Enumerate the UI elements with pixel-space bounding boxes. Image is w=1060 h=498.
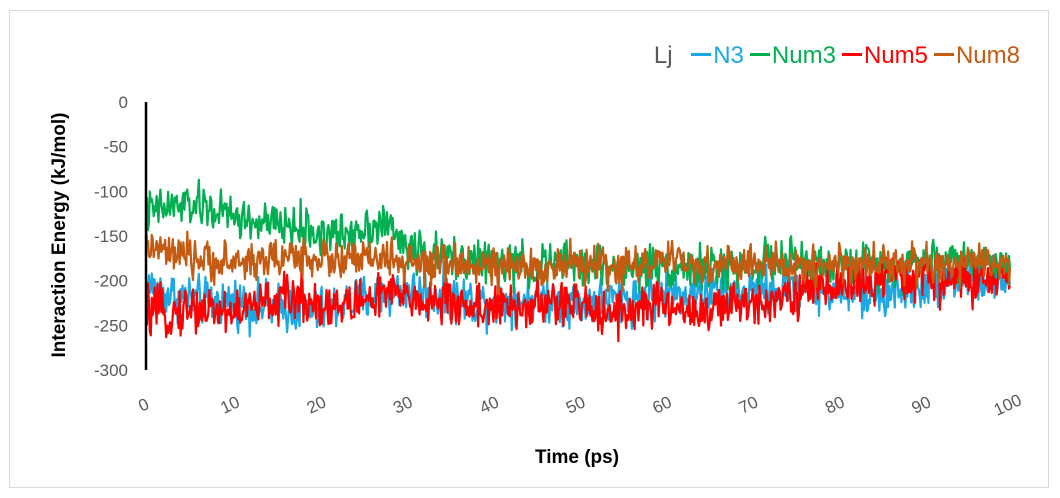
legend-label: Num5 [863,42,928,69]
x-tick-labels: 0 10 20 30 40 50 60 70 80 90 100 [135,390,1024,419]
y-tick-labels: 0 -50 -100 -150 -200 -250 -300 [94,93,128,380]
series-line-num5 [144,255,1012,343]
y-axis-title: Interaction Energy (kJ/mol) [49,113,70,358]
x-tick-label: 60 [649,392,674,417]
x-tick-label: 30 [390,392,415,417]
legend-entry-n3: N3 [691,42,744,69]
x-tick-label: 70 [736,392,761,417]
legend-entry-num8: Num8 [933,42,1020,69]
legend-swatch [749,53,770,57]
y-tick-label: -100 [94,182,128,201]
x-tick-label: 50 [563,392,588,417]
y-tick-label: 0 [119,93,128,112]
x-axis-title: Time (ps) [535,447,619,468]
legend-label: Num8 [955,42,1020,69]
legend-label: N3 [713,42,744,69]
legend-label: Num3 [771,42,836,69]
legend-swatch [841,53,862,57]
x-tick-label: 40 [477,392,502,417]
legend-title: Lj [653,42,673,69]
legend-swatch [691,53,712,57]
legend: Lj N3 Num3 Num5 Num8 [654,42,1020,70]
x-tick-label: 10 [217,392,242,417]
legend-entry-num5: Num5 [841,42,928,69]
x-tick-label: 20 [304,392,329,417]
legend-entry-num3: Num3 [749,42,836,69]
y-tick-label: -200 [94,272,128,291]
x-tick-label: 90 [909,392,934,417]
x-tick-label: 0 [135,394,152,415]
y-tick-label: -50 [103,138,128,157]
series-line-num8 [144,226,1012,296]
legend-swatch [933,53,954,57]
legend-entries: N3 Num3 Num5 Num8 [685,42,1020,69]
x-tick-label: 100 [991,390,1025,419]
x-tick-label: 80 [822,392,847,417]
y-tick-label: -150 [94,227,128,246]
series-group [144,178,1012,343]
y-tick-label: -300 [94,361,128,380]
y-tick-label: -250 [94,316,128,335]
